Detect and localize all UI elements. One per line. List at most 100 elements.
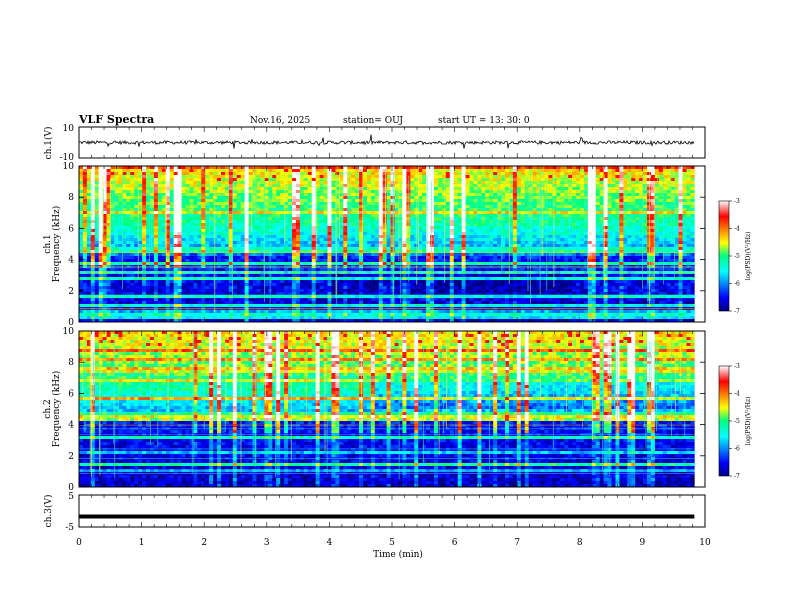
spec-cell [213,172,218,176]
spec-cell [157,220,163,224]
spec-cell [477,226,482,230]
spec-cell [114,250,119,254]
spec-cell [441,250,447,254]
spec-cell [339,220,344,224]
spec-cell [587,169,593,173]
spec-cell [122,187,127,191]
spec-cell [173,187,178,191]
spec-cell [386,190,391,194]
spec-cell [422,205,427,209]
spec-cell [505,253,510,257]
spec-cell [130,229,135,233]
spec-cell [335,208,340,212]
spec-cell [90,193,96,197]
spec-cell [201,193,206,197]
spec-cell [394,238,399,242]
spec-cell [461,181,466,185]
spec-cell [418,193,423,197]
spec-cell [465,190,470,194]
spec-cell [161,178,167,182]
spec-cell [485,205,490,209]
spec-cell [587,220,593,224]
spec-cell [394,199,399,203]
spec-cell [288,205,293,209]
spec-cell [106,178,111,182]
spec-cell [414,172,419,176]
spec-cell [473,253,478,257]
spec-cell [473,256,478,260]
spec-cell [449,226,455,230]
spec-cell [631,205,636,209]
spec-cell [134,205,139,209]
spec-cell [501,220,506,224]
spec-cell [189,196,194,200]
spec-cell [532,235,537,239]
spec-cell [678,226,683,230]
spec-cell [658,175,664,179]
spec-cell [181,166,186,170]
spec-cell [114,223,119,227]
spec-cell [426,229,431,233]
spec-cell [595,175,600,179]
spec-cell [512,211,518,215]
spec-cell [213,220,218,224]
spec-cell [418,181,423,185]
spec-cell [256,205,261,209]
spec-cell [299,235,305,239]
spec-cell [493,259,498,263]
spec-cell [272,235,277,239]
spec-cell [228,178,234,182]
spec-cell [169,193,174,197]
spec-cell [146,226,151,230]
spec-cell [410,196,415,200]
spec-cell [516,175,522,179]
spec-cell [623,211,628,215]
spec-cell [193,220,198,224]
spec-cell [568,166,573,170]
spec-cell [461,187,466,191]
spec-cell [422,250,427,254]
spec-cell [686,217,691,221]
spec-cell [114,193,119,197]
spec-cell [374,229,380,233]
spec-cell [639,202,644,206]
spec-cell [276,208,281,212]
spec-cell [319,244,324,248]
spec-cell [611,214,616,218]
spec-cell [327,238,332,242]
spec-cell [272,250,277,254]
spec-cell [457,196,462,200]
spec-cell [98,199,103,203]
spec-cell [303,199,309,203]
spec-cell [201,190,206,194]
spec-cell [505,199,510,203]
spec-cell [256,217,261,221]
spec-cell [658,220,664,224]
spec-cell [351,223,356,227]
spec-cell [643,226,648,230]
spec-cell [505,220,510,224]
spec-cell [315,214,320,218]
spec-cell [627,244,632,248]
spec-cell [587,190,593,194]
spec-cell [138,238,143,242]
spec-cell [434,208,439,212]
spec-cell [639,247,644,251]
spec-cell [643,250,648,254]
spec-cell [576,187,581,191]
spec-cell [185,181,190,185]
spec-cell [197,205,202,209]
spec-cell [232,187,238,191]
spec-cell [363,220,368,224]
spec-cell [169,211,174,215]
spec-cell [607,211,612,215]
spec-cell [236,211,242,215]
spec-cell [524,232,529,236]
spec-cell [690,235,695,239]
spec-cell [244,181,249,185]
spec-cell [366,214,372,218]
spec-cell [457,172,462,176]
spec-cell [489,172,494,176]
spec-cell [248,244,253,248]
spec-cell [666,187,671,191]
